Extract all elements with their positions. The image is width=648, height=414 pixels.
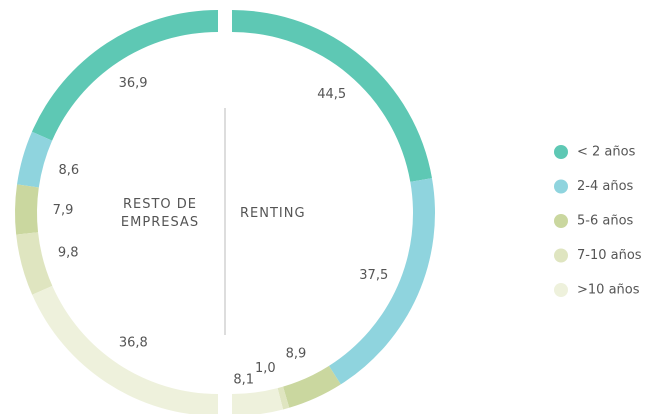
- segment: [232, 10, 432, 182]
- legend-label: 5-6 años: [577, 214, 634, 229]
- segment: [232, 388, 284, 414]
- legend-swatch: [554, 179, 568, 194]
- value-label: 1,0: [255, 361, 276, 376]
- segment: [277, 386, 290, 410]
- series-name: RENTING: [240, 206, 306, 221]
- segment: [31, 10, 218, 141]
- value-label: 44,5: [317, 87, 346, 102]
- value-label: 37,5: [359, 268, 388, 283]
- value-label: 9,8: [58, 245, 79, 260]
- legend-swatch: [554, 248, 568, 263]
- value-label: 36,8: [119, 335, 148, 350]
- value-label: 36,9: [119, 76, 148, 91]
- segment: [32, 285, 218, 414]
- legend-swatch: [554, 145, 568, 159]
- legend-label: < 2 años: [577, 145, 636, 160]
- value-label: 8,6: [59, 163, 80, 178]
- legend-label: >10 años: [577, 283, 640, 298]
- value-label: 7,9: [53, 203, 74, 218]
- legend-label: 7-10 años: [577, 248, 642, 263]
- value-label: 8,1: [233, 373, 254, 388]
- legend-label: 2-4 años: [577, 179, 634, 194]
- segment: [15, 184, 39, 235]
- value-label: 8,9: [286, 347, 307, 362]
- legend-swatch: [554, 214, 568, 228]
- segment: [17, 131, 53, 188]
- segment: [16, 232, 53, 295]
- series-name: RESTO DE EMPRESAS: [120, 197, 200, 230]
- legend-swatch: [554, 283, 568, 297]
- segment: [328, 178, 435, 385]
- segment: [283, 365, 341, 408]
